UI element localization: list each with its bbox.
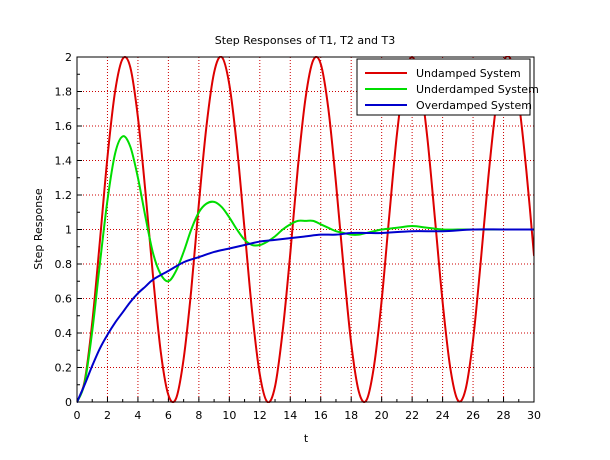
series-line-overdamped-system [77,228,534,403]
x-tick-label: 16 [314,409,328,422]
x-tick-label: 8 [195,409,202,422]
y-tick-label: 0.8 [55,258,73,271]
x-tick-label: 24 [436,409,450,422]
x-tick-label: 26 [466,409,480,422]
plot-frame [76,56,535,403]
y-tick-label: 1.2 [55,189,73,202]
y-tick-label: 1 [65,224,72,237]
x-tick-label: 10 [222,409,236,422]
x-tick-label: 30 [527,409,541,422]
y-tick-labels: 0 0.2 0.4 0.6 0.8 1 1.2 1.4 1.6 1.8 2 [55,51,73,409]
x-tick-label: 18 [344,409,358,422]
y-tick-label: 2 [65,51,72,64]
y-tick-label: 1.8 [55,86,73,99]
y-axis-label: Step Response [32,188,45,270]
y-tick-label: 0.2 [55,362,73,375]
legend-label-undamped-system: Undamped System [416,67,521,80]
legend: Undamped System Underdamped System Overdam… [356,58,539,116]
x-tick-labels: 0 2 4 6 8 10 12 14 16 18 20 22 24 26 28 30 [74,409,542,422]
x-tick-label: 22 [405,409,419,422]
y-tick-label: 1.4 [55,155,73,168]
x-tick-label: 6 [165,409,172,422]
series-lines [77,56,534,403]
legend-label-underdamped-system: Underdamped System [416,83,539,96]
x-tick-label: 0 [74,409,81,422]
y-tick-label: 0.6 [55,293,73,306]
x-axis-label: t [304,432,309,445]
x-tick-label: 2 [104,409,111,422]
x-tick-label: 12 [253,409,267,422]
series-line-undamped-system [77,56,534,403]
x-tick-label: 28 [497,409,511,422]
y-tick-label: 0.4 [55,327,73,340]
legend-label-overdamped-system: Overdamped System [416,99,532,112]
y-tick-label: 1.6 [55,120,73,133]
x-tick-label: 4 [134,409,141,422]
x-tick-label: 14 [283,409,297,422]
chart-title: Step Responses of T1, T2 and T3 [215,34,396,47]
y-tick-label: 0 [65,396,72,409]
x-tick-label: 20 [375,409,389,422]
